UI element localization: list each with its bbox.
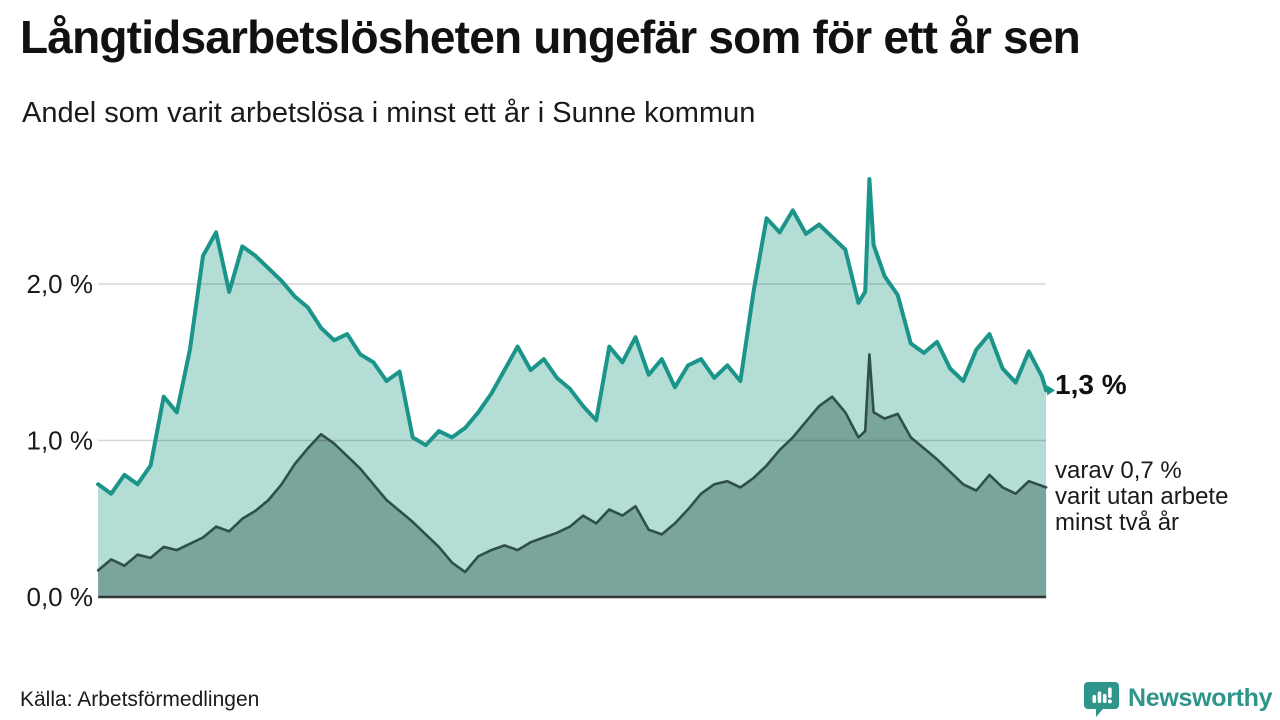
source-attribution: Källa: Arbetsförmedlingen — [20, 688, 260, 711]
newsworthy-logo-icon — [1084, 679, 1121, 717]
annotation-line-2: varit utan arbete — [1055, 483, 1229, 510]
newsworthy-logo: Newsworthy — [1084, 679, 1273, 717]
area-two-year-fill — [98, 354, 1047, 597]
y-tick-label: 2,0 % — [27, 269, 94, 299]
line-two-year — [96, 353, 1048, 574]
page-title: Långtidsarbetslösheten ungefär som för e… — [20, 11, 1081, 63]
line-end-arrow-icon — [1047, 385, 1056, 396]
y-tick-label: 1,0 % — [27, 426, 94, 456]
y-tick-label: 0,0 % — [27, 582, 94, 612]
annotation-line-3: minst två år — [1055, 509, 1180, 536]
two-year-annotation: varav 0,7 % varit utan arbete minst två … — [1055, 458, 1228, 536]
annotation-line-1: varav 0,7 % — [1055, 457, 1182, 484]
page-subtitle: Andel som varit arbetslösa i minst ett å… — [22, 97, 756, 129]
latest-value-label: 1,3 % — [1055, 369, 1127, 400]
line-total — [96, 177, 1049, 496]
newsworthy-logo-text: Newsworthy — [1128, 683, 1273, 712]
